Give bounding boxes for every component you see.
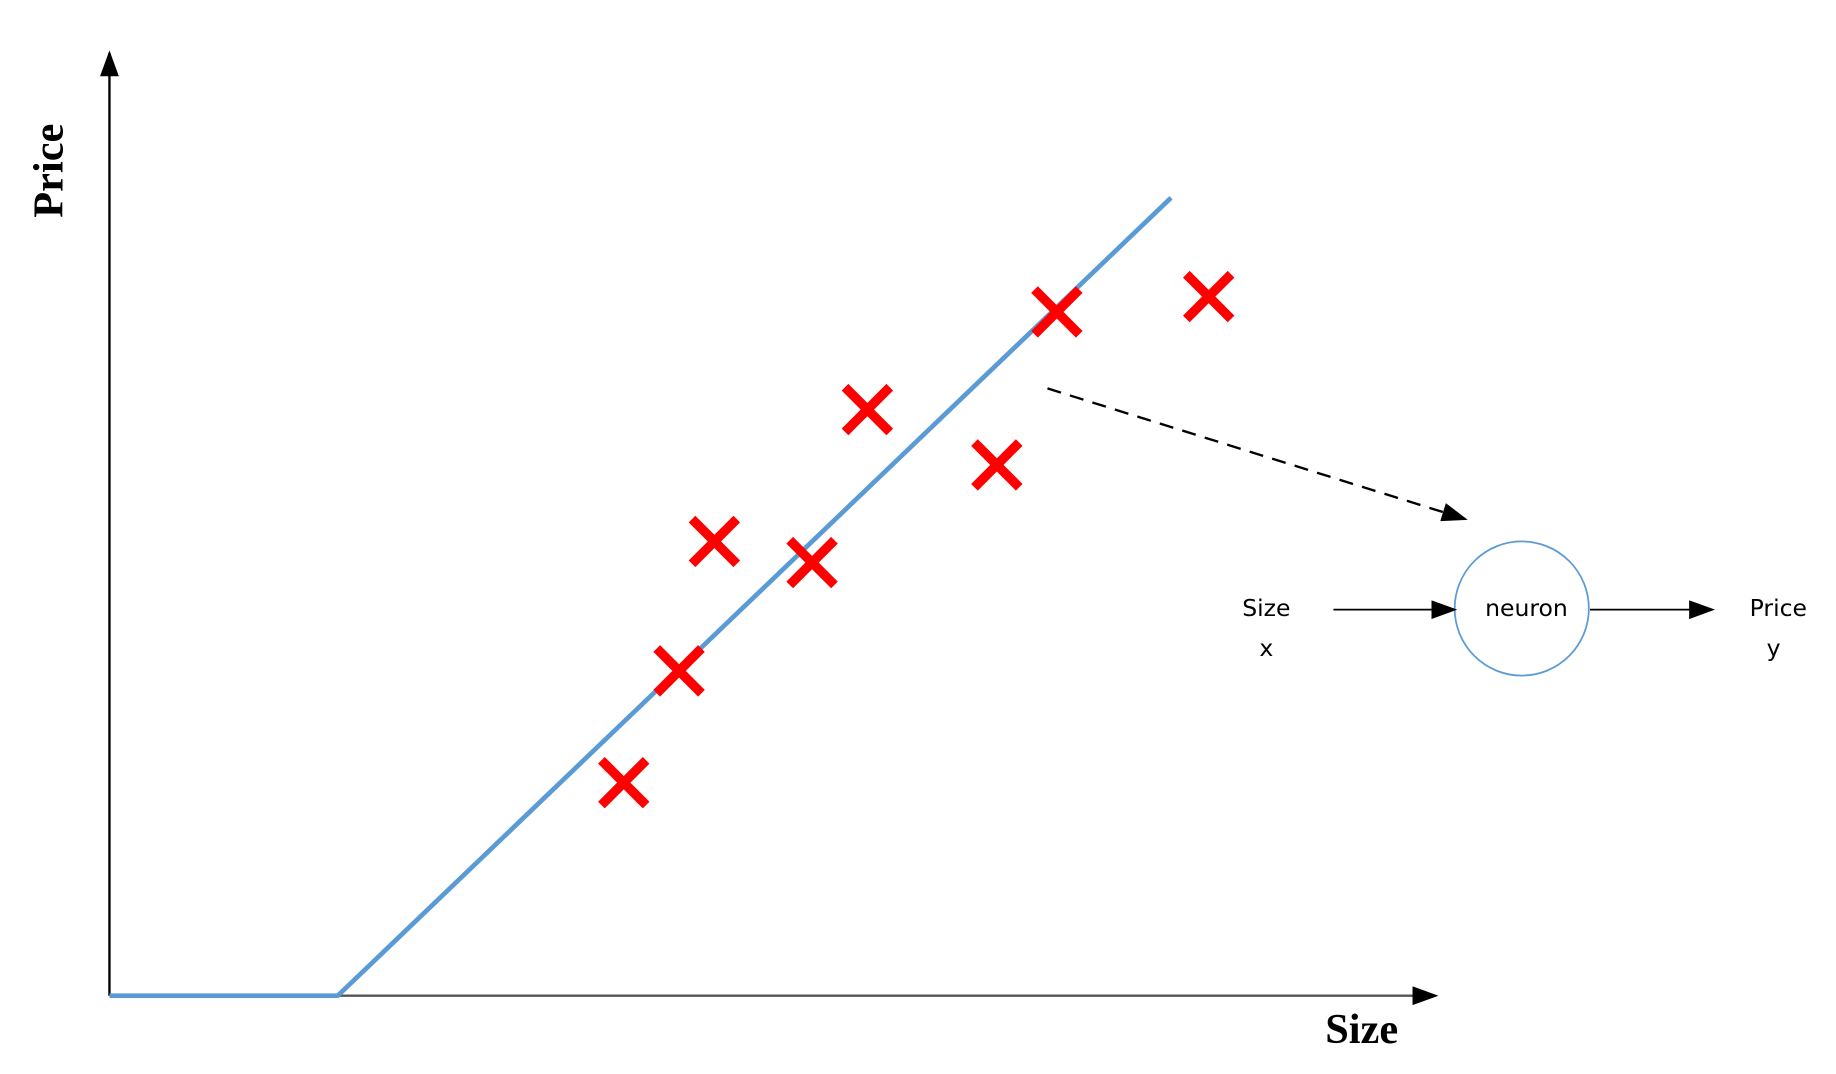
cross — [841, 383, 894, 436]
cross — [688, 515, 741, 568]
x-axis-label: Size — [1325, 1006, 1398, 1053]
cross — [971, 439, 1023, 491]
cross — [1031, 286, 1083, 338]
relu-line — [109, 196, 1173, 999]
cross — [1183, 270, 1235, 323]
cross — [653, 645, 705, 697]
cross — [598, 756, 650, 809]
output-label: Price — [1750, 594, 1807, 622]
output-symbol: y — [1767, 634, 1781, 662]
dashed-arrow — [1047, 387, 1468, 522]
neuron-label: neuron — [1485, 594, 1568, 622]
data-points — [598, 270, 1235, 809]
input-label: Size — [1242, 594, 1290, 622]
cross — [786, 536, 838, 589]
y-axis-label: Price — [26, 124, 73, 218]
input-symbol: x — [1259, 634, 1273, 662]
